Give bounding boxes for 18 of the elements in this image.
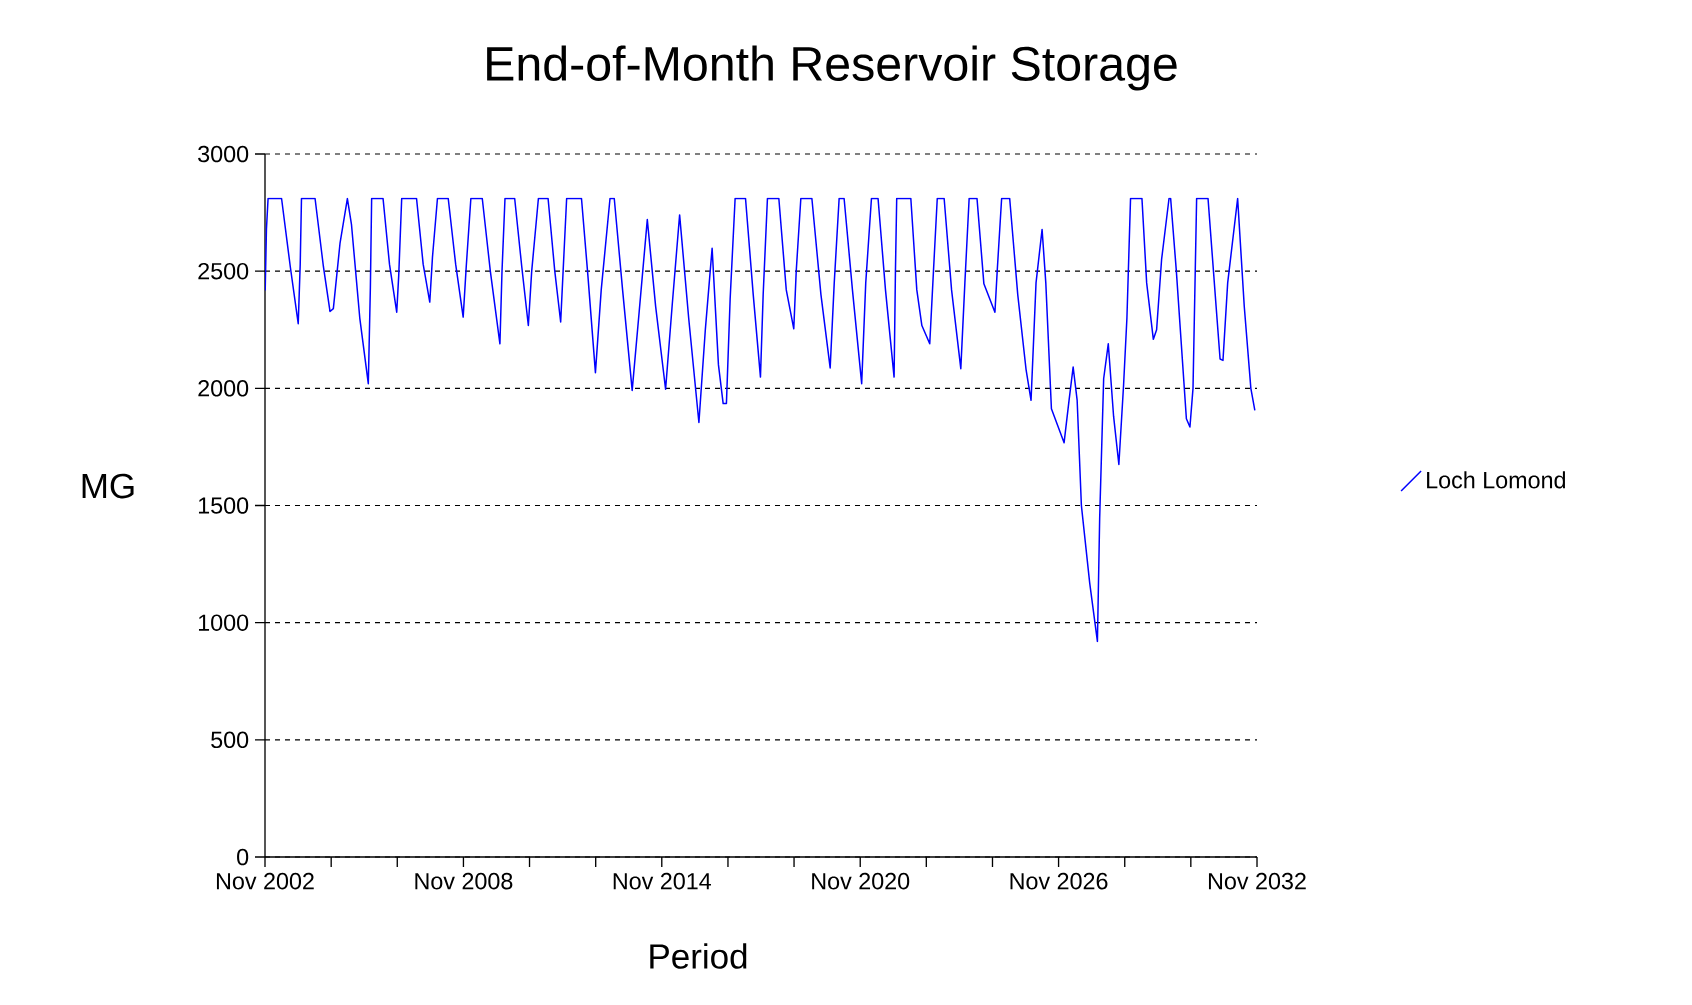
- x-tick-label: Nov 2002: [216, 872, 314, 890]
- line-series: [265, 197, 1256, 643]
- y-tick-label: 2500: [198, 262, 249, 280]
- y-tick-label: 3000: [198, 145, 249, 163]
- legend-label: Loch Lomond: [1427, 471, 1566, 489]
- x-tick-label: Nov 2014: [613, 872, 711, 890]
- x-tick-label: Nov 2008: [415, 872, 513, 890]
- y-tick-label: 1000: [198, 614, 249, 631]
- x-tick-label: Nov 2026: [1010, 872, 1108, 890]
- y-tick-label: 500: [211, 731, 249, 749]
- y-tick-label: 1500: [198, 497, 249, 514]
- x-tick-label: Nov 2020: [812, 872, 910, 890]
- y-axis-title: MG: [82, 473, 134, 499]
- x-axis-title: Period: [650, 943, 747, 969]
- y-tick-label: 0: [237, 848, 249, 866]
- y-tick-label: 2000: [198, 380, 249, 397]
- chart-title: End-of-Month Reservoir Storage: [487, 45, 1177, 91]
- x-tick-label: Nov 2032: [1208, 872, 1306, 890]
